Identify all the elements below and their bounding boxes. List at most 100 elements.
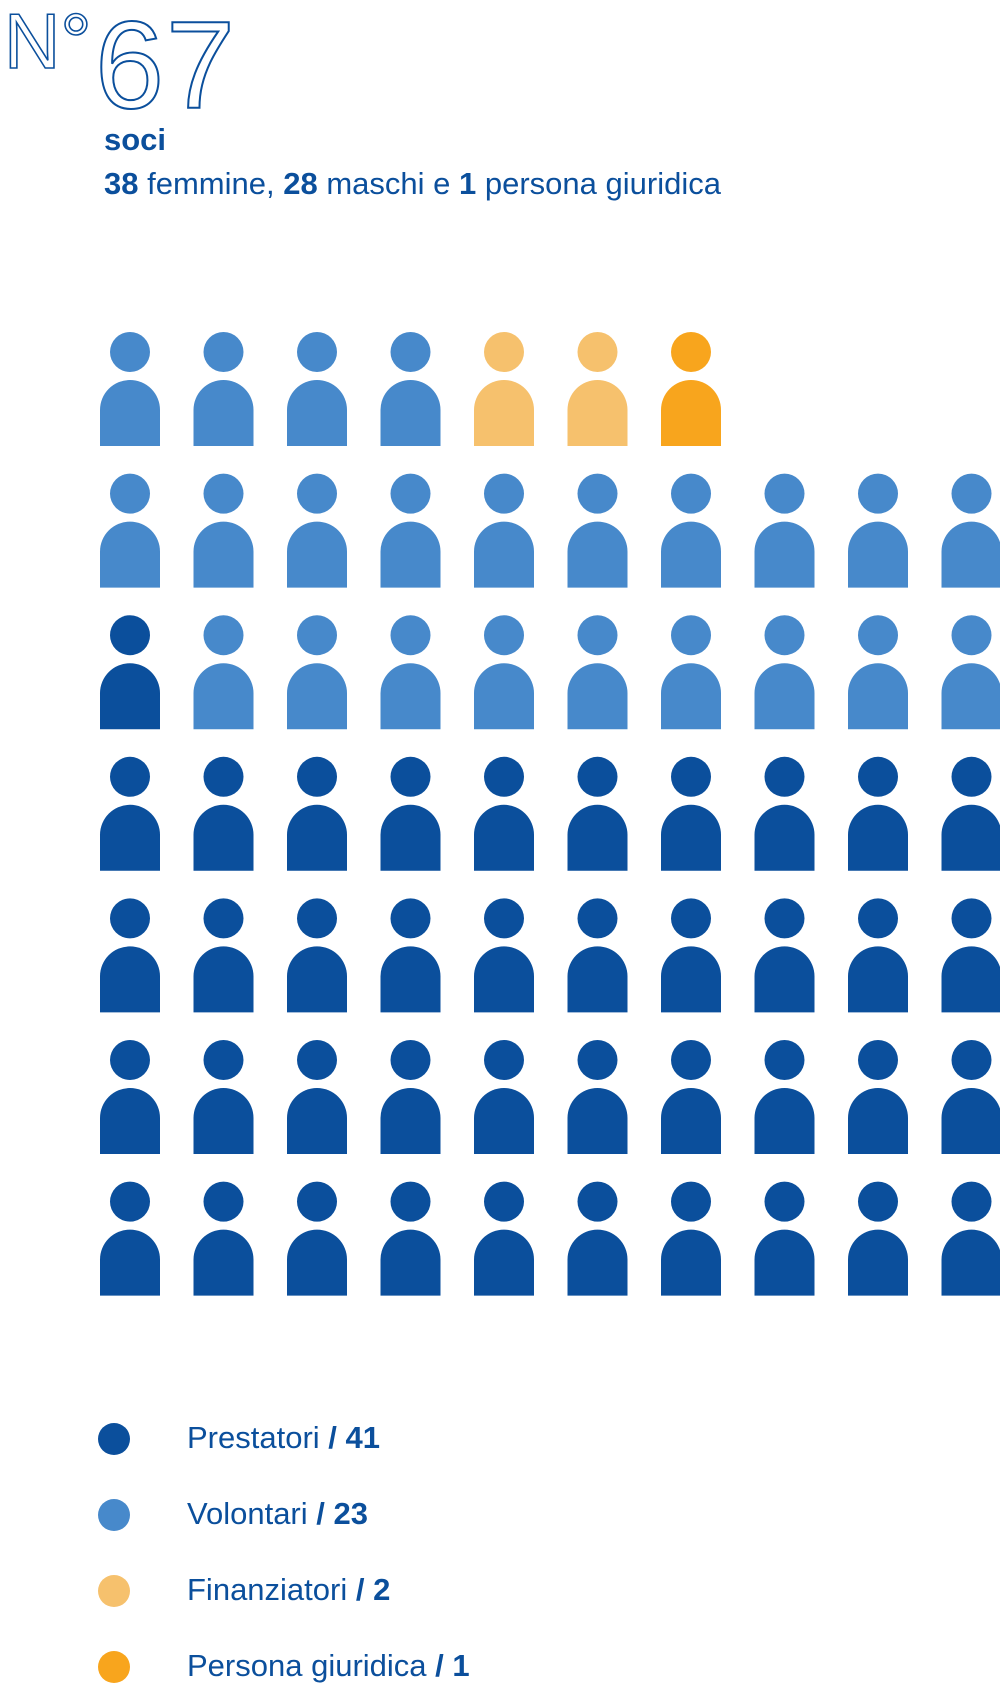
- legend-label: Finanziatori: [187, 1572, 347, 1607]
- person-body: [194, 1230, 254, 1296]
- person-body: [755, 805, 815, 871]
- person-body: [755, 522, 815, 588]
- person-icon-volontari: [474, 474, 534, 588]
- person-icon-prestatori: [942, 1182, 1000, 1296]
- person-body: [942, 946, 1000, 1012]
- person-icon-prestatori: [287, 1040, 347, 1154]
- person-icon-prestatori: [474, 1040, 534, 1154]
- person-icon-prestatori: [661, 1040, 721, 1154]
- person-head: [297, 332, 337, 372]
- person-head: [952, 1040, 992, 1080]
- person-icon-prestatori: [381, 757, 441, 871]
- person-head: [578, 1040, 618, 1080]
- person-icon-finanziatori: [474, 332, 534, 446]
- person-head: [297, 615, 337, 655]
- person-icon-prestatori: [568, 1182, 628, 1296]
- person-body: [568, 946, 628, 1012]
- person-icon-volontari: [568, 615, 628, 729]
- person-icon-prestatori: [287, 757, 347, 871]
- person-body: [568, 522, 628, 588]
- legend-value: / 2: [356, 1572, 390, 1607]
- legend-value: / 41: [328, 1420, 380, 1455]
- person-icon-prestatori: [942, 757, 1000, 871]
- person-head: [110, 615, 150, 655]
- person-icon-prestatori: [381, 1040, 441, 1154]
- person-body: [942, 663, 1000, 729]
- person-body: [568, 1230, 628, 1296]
- person-body: [755, 1230, 815, 1296]
- person-body: [568, 1088, 628, 1154]
- person-icon-prestatori: [194, 1040, 254, 1154]
- person-body: [100, 663, 160, 729]
- person-icon-volontari: [568, 474, 628, 588]
- person-head: [110, 1040, 150, 1080]
- legend-text: Finanziatori / 2: [187, 1572, 390, 1608]
- legend-text: Persona giuridica / 1: [187, 1648, 470, 1684]
- person-head: [484, 1040, 524, 1080]
- person-head: [578, 474, 618, 514]
- person-icon-prestatori: [474, 898, 534, 1012]
- person-head: [484, 1182, 524, 1222]
- person-body: [848, 522, 908, 588]
- person-head: [858, 757, 898, 797]
- person-head: [391, 615, 431, 655]
- person-icon-prestatori: [194, 1182, 254, 1296]
- person-icon-prestatori: [100, 615, 160, 729]
- person-icon-prestatori: [755, 1040, 815, 1154]
- person-head: [484, 757, 524, 797]
- legend-label: Volontari: [187, 1496, 308, 1531]
- person-head: [671, 615, 711, 655]
- person-icon-prestatori: [568, 898, 628, 1012]
- person-body: [381, 1088, 441, 1154]
- person-head: [765, 615, 805, 655]
- person-icon-volontari: [755, 615, 815, 729]
- person-body: [287, 805, 347, 871]
- person-icon-prestatori: [568, 1040, 628, 1154]
- person-body: [194, 380, 254, 446]
- person-icon-prestatori: [381, 898, 441, 1012]
- person-body: [287, 380, 347, 446]
- person-head: [671, 898, 711, 938]
- person-head: [578, 898, 618, 938]
- person-body: [474, 1088, 534, 1154]
- person-body: [287, 946, 347, 1012]
- person-head: [391, 757, 431, 797]
- person-head: [110, 1182, 150, 1222]
- person-head: [110, 898, 150, 938]
- person-body: [661, 805, 721, 871]
- person-icon-prestatori: [942, 1040, 1000, 1154]
- person-body: [942, 805, 1000, 871]
- person-body: [942, 522, 1000, 588]
- person-head: [297, 898, 337, 938]
- person-icon-prestatori: [942, 898, 1000, 1012]
- person-icon-volontari: [381, 474, 441, 588]
- person-body: [755, 663, 815, 729]
- legend-label: Prestatori: [187, 1420, 320, 1455]
- person-icon-prestatori: [568, 757, 628, 871]
- legend-value: / 23: [316, 1496, 368, 1531]
- person-icon-prestatori: [287, 898, 347, 1012]
- person-body: [848, 1230, 908, 1296]
- person-head: [391, 898, 431, 938]
- legend-item-prestatori: Prestatori / 41: [0, 1410, 700, 1470]
- person-body: [474, 946, 534, 1012]
- legend-value: / 1: [435, 1648, 469, 1683]
- person-head: [297, 1182, 337, 1222]
- person-body: [568, 380, 628, 446]
- person-head: [391, 474, 431, 514]
- person-head: [578, 615, 618, 655]
- person-head: [484, 615, 524, 655]
- person-icon-prestatori: [755, 1182, 815, 1296]
- person-head: [671, 1182, 711, 1222]
- legend-label: Persona giuridica: [187, 1648, 427, 1683]
- person-head: [204, 474, 244, 514]
- person-body: [194, 946, 254, 1012]
- legend-item-persona-giuridica: Persona giuridica / 1: [0, 1638, 700, 1698]
- person-icon-prestatori: [848, 898, 908, 1012]
- person-head: [578, 332, 618, 372]
- person-body: [474, 380, 534, 446]
- person-body: [755, 946, 815, 1012]
- person-head: [484, 332, 524, 372]
- person-body: [661, 1230, 721, 1296]
- person-head: [765, 474, 805, 514]
